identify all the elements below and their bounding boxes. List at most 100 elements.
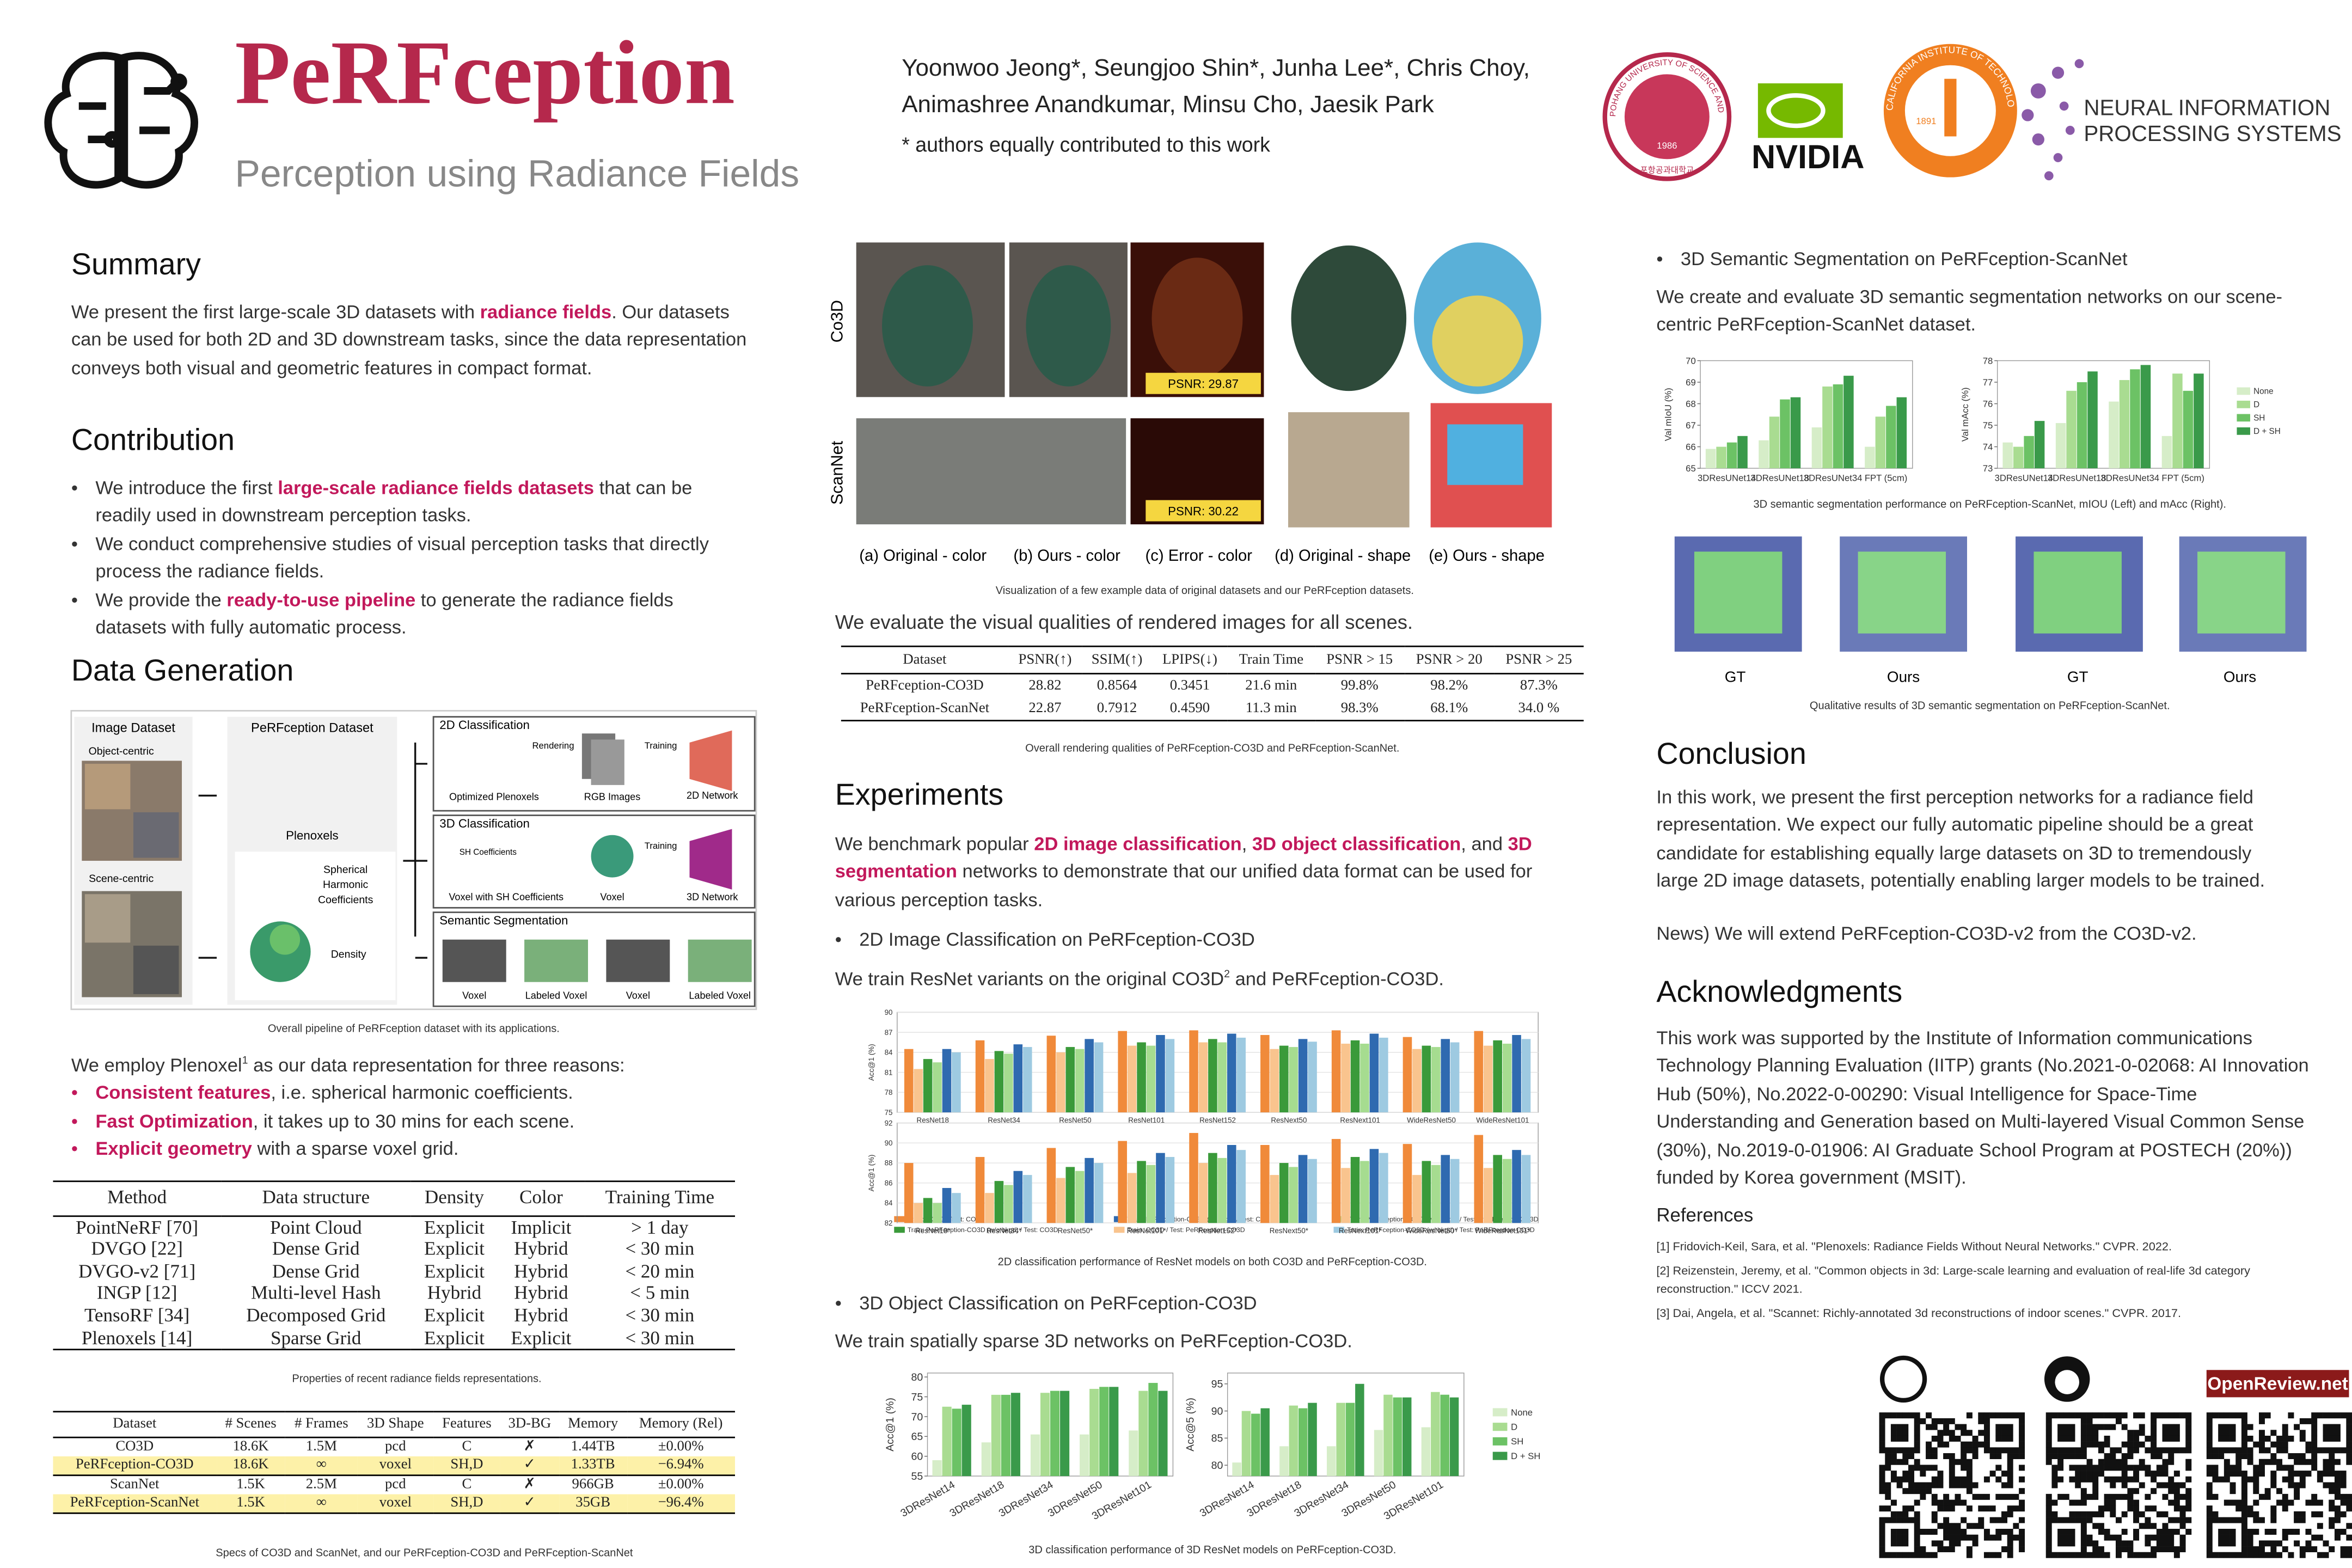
table-cell: 22.87: [1028, 700, 1062, 717]
qr-module: [2151, 1435, 2157, 1442]
qr-module: [1890, 1540, 1897, 1547]
qr-module: [2098, 1546, 2104, 1553]
bullet: We provide the ready-to-use pipeline to …: [71, 586, 732, 641]
legend-swatch: [1492, 1423, 1508, 1431]
qr-module: [2098, 1459, 2104, 1465]
qr-module: [2057, 1412, 2064, 1419]
qr-module: [1983, 1418, 1990, 1424]
qr-module: [1995, 1424, 2002, 1430]
qr-module: [1902, 1447, 1909, 1454]
qr-module: [2270, 1476, 2277, 1483]
qr-module: [1961, 1476, 1967, 1483]
qr-module: [2116, 1476, 2122, 1483]
qr-module: [2133, 1511, 2140, 1517]
qr-module: [1914, 1517, 1920, 1523]
table-cell: 68.1%: [1430, 700, 1468, 717]
table-cell: ScanNet: [53, 1474, 217, 1494]
qr-module: [2299, 1459, 2306, 1465]
qr-module: [2156, 1465, 2163, 1471]
bar: [1148, 1383, 1158, 1477]
bar: [2140, 365, 2151, 469]
qr-module: [2007, 1552, 2013, 1558]
qr-module: [2133, 1488, 2140, 1494]
qr-module: [1937, 1540, 1944, 1547]
qr-module: [2212, 1552, 2219, 1558]
bar: [1198, 1042, 1208, 1113]
figure-label: 3D Network: [687, 891, 738, 902]
qr-module: [2206, 1517, 2213, 1523]
qr-module: [2057, 1493, 2064, 1500]
qr-module: [2098, 1471, 2104, 1477]
qr-module: [2218, 1453, 2225, 1460]
text-run: We provide the: [95, 589, 227, 610]
qr-module: [1890, 1476, 1897, 1483]
qr-module: [2019, 1418, 2025, 1424]
qr-module: [2133, 1435, 2140, 1442]
bar: [1013, 1044, 1023, 1113]
qr-module: [2173, 1435, 2180, 1442]
bullet: Consistent features, i.e. spherical harm…: [71, 1079, 747, 1107]
y-tick-label: 78: [885, 1088, 893, 1097]
qr-module: [2045, 1499, 2052, 1506]
qr-module: [1890, 1511, 1897, 1517]
qr-module: [2139, 1430, 2145, 1436]
qr-module: [1937, 1505, 1944, 1512]
table-cell: DVGO-v2 [71]: [78, 1260, 196, 1282]
qr-module: [2334, 1476, 2341, 1483]
table: Dataset # Scenes # Frames 3D Shape Features 3…: [53, 1411, 736, 1514]
qr-module: [2080, 1540, 2087, 1547]
qr-module: [2179, 1511, 2186, 1517]
qr-module: [1920, 1488, 1926, 1494]
qr-module: [2253, 1529, 2259, 1535]
qr-module: [2294, 1482, 2300, 1489]
qr-module: [1885, 1517, 1891, 1523]
table-cell: Hybrid: [427, 1282, 482, 1304]
qr-module: [2151, 1424, 2157, 1430]
qr-module: [2230, 1435, 2236, 1442]
bar: [2109, 401, 2119, 469]
qr-module: [2346, 1499, 2352, 1506]
qr-module: [2346, 1424, 2352, 1430]
qr-module: [2133, 1534, 2140, 1541]
qr-module: [2080, 1488, 2087, 1494]
qr-module: [2080, 1523, 2087, 1529]
bar: [1040, 1393, 1050, 1477]
qr-module: [1961, 1441, 1967, 1448]
qr-module: [2224, 1465, 2230, 1471]
qr-module: [2057, 1424, 2064, 1430]
qr-module: [2270, 1430, 2277, 1436]
qr-module: [2288, 1471, 2294, 1477]
qr-module: [1931, 1476, 1938, 1483]
qr-module: [2206, 1435, 2213, 1442]
qr-module: [2156, 1471, 2163, 1477]
qr-module: [2133, 1517, 2140, 1523]
qr-module: [2086, 1424, 2093, 1430]
data-table: Dataset PSNR(↑) SSIM(↑) LPIPS(↓) Train Time P…: [841, 645, 1584, 721]
qr-module: [2258, 1471, 2265, 1477]
qr-module: [2156, 1540, 2163, 1547]
qr-module: [2264, 1493, 2271, 1500]
qr-module: [2334, 1430, 2341, 1436]
qr-module: [2001, 1471, 2007, 1477]
qr-module: [2063, 1453, 2069, 1460]
bar: [1189, 1030, 1198, 1113]
qr-module: [2057, 1517, 2064, 1523]
qr-module: [2218, 1430, 2225, 1436]
qr-module: [2007, 1412, 2013, 1419]
bar: [1308, 1159, 1317, 1223]
qr-module: [1966, 1459, 1973, 1465]
qr-module: [2121, 1459, 2128, 1465]
caption: 3D semantic segmentation performance on …: [1753, 497, 2226, 511]
qr-module: [2019, 1476, 2025, 1483]
qr-module: [2253, 1511, 2259, 1517]
qr-module: [2045, 1418, 2052, 1424]
qr-module: [1879, 1418, 1885, 1424]
qr-module: [2224, 1499, 2230, 1506]
legend-swatch: [894, 1227, 905, 1233]
qr-module: [2179, 1412, 2186, 1419]
qr-module: [1972, 1441, 1979, 1448]
qr-module: [2334, 1435, 2341, 1442]
bar: [1109, 1387, 1119, 1477]
bar: [1886, 406, 1896, 469]
